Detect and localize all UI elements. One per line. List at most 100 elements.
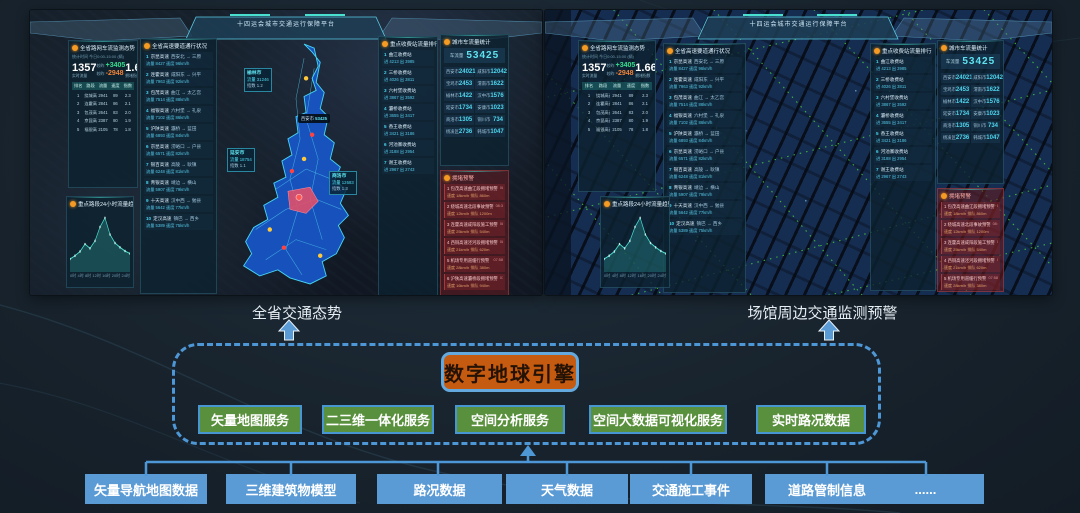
service-box-realtime-traffic: 实时路况数据 <box>756 405 866 434</box>
list-item: 2 三桥收费站 进 4026 出 3811 <box>874 75 932 91</box>
table-header-cell: 速度 <box>111 83 120 88</box>
list-item: 3 包茂高速 曲江 → 太乙宫 流量 7514 速度 88km/h <box>667 93 742 109</box>
table-header-cell: 指数 <box>123 83 133 88</box>
delta-down: -2948 <box>105 70 124 77</box>
alert-item: 1 包茂高速曲江段拥堵预警08:42 速度 18km/h 排队 860m <box>941 202 1000 218</box>
list-item: 8 青银高速 靖边 → 横山 流量 5907 速度 79km/h <box>667 183 742 199</box>
map-markers <box>267 76 323 258</box>
dashboard-title: 十四运会城市交通运行保障平台 <box>236 22 335 28</box>
flow-value: 1357 <box>582 62 607 74</box>
list-item: 1 京昆高速 西安北 → 三原 流量 8427 速度 96km/h <box>667 57 742 73</box>
city-cell: 商洛市 1305 <box>444 115 474 125</box>
city-cell: 宝鸡市 2453 <box>941 85 970 95</box>
panel-title: 重点路段24小时流量趋势 <box>612 202 670 208</box>
panel-icon <box>444 39 450 45</box>
list-item: 3 包茂高速 曲江 → 太乙宫 流量 7514 速度 88km/h <box>144 88 213 104</box>
total-flow-value: 53425 <box>466 50 500 61</box>
panel-toll-stations: 重点收费站流量排行 1 曲江收费站 进 4213 出 3985 2 三桥收费站 进 … <box>378 36 438 295</box>
station-list: 1 曲江收费站 进 4213 出 3985 2 三桥收费站 进 4026 出 381… <box>382 50 434 174</box>
list-item: 6 河池寨收费站 进 3188 出 2954 <box>874 147 932 163</box>
panel-toll-stations: 重点收费站流量排行 1 曲江收费站 进 4213 出 3985 2 三桥收费站 进 … <box>870 43 936 291</box>
list-item: 4 灞桥收费站 进 3655 出 3417 <box>874 111 932 127</box>
service-box-bigdata-viz: 空间大数据可视化服务 <box>589 405 727 434</box>
panel-icon <box>70 201 76 207</box>
stats-table-header: 排名 路段 流量 速度 指数 <box>582 82 652 90</box>
panel-flow-trend: 重点路段24小时流量趋势 0时 4时 8时 12时 16时 20时 24时 <box>600 196 670 288</box>
list-item: 2 三桥收费站 进 4026 出 3811 <box>382 68 434 84</box>
panel-title: 拥堵预警 <box>452 176 475 182</box>
alert-item: 5 机场专用道缓行预警 07:58 速度 28km/h 排队 380m <box>444 256 505 272</box>
dashboard-title: 十四运会城市交通运行保障平台 <box>749 22 848 28</box>
list-item: 7 谢王收费站 进 2967 出 2743 <box>382 158 434 174</box>
city-cell: 韩城市 1047 <box>475 127 505 137</box>
panel-title: 全省路网车流监测态势 <box>80 46 136 52</box>
city-cell: 延安市 1734 <box>444 103 474 113</box>
city-cell: 西安市 24021 <box>444 67 476 77</box>
service-box-spatial-analysis: 空间分析服务 <box>455 405 565 434</box>
list-item: 3 六村堡收费站 进 3867 出 3592 <box>382 86 434 102</box>
city-cell: 铜川市 734 <box>971 121 1000 131</box>
alert-list: 1 包茂高速曲江段拥堵预警08:42 速度 18km/h 排队 860m 2 绕… <box>444 184 505 290</box>
panel-title: 城市车流量统计 <box>949 46 988 52</box>
table-header-cell: 流量 <box>98 83 108 88</box>
panel-congestion-alerts: 拥堵预警 1 包茂高速曲江段拥堵预警08:42 速度 18km/h 排队 860… <box>937 188 1004 292</box>
city-cell: 渭南市 1622 <box>475 79 505 89</box>
arrow-up-icon <box>817 319 841 341</box>
panel-icon <box>582 45 588 51</box>
flow-value: 1357 <box>72 62 97 74</box>
city-cell: 西安市 24021 <box>941 73 973 83</box>
city-cell: 铜川市 734 <box>475 115 505 125</box>
city-cell: 汉中市 1576 <box>475 91 505 101</box>
engine-title: 数字地球引擎 <box>444 363 576 386</box>
city-cell: 咸阳市 12042 <box>475 67 507 77</box>
city-cell: 商洛市 1305 <box>941 121 970 131</box>
arrow-up-icon <box>520 445 536 456</box>
stats-subtitle: 统计时间 今日0:00-15:00 (辆) <box>72 54 125 59</box>
list-item: 9 十天高速 汉中西 → 勉县 流量 5642 速度 77km/h <box>144 196 213 212</box>
city-cell: 渭南市 1622 <box>971 85 1000 95</box>
datasource-box-nav-map: 矢量导航地图数据 <box>85 474 207 504</box>
city-cell: 咸阳市 12042 <box>971 73 1003 83</box>
list-item: 1 曲江收费站 进 4213 出 3985 <box>874 57 932 73</box>
list-item: 6 河池寨收费站 进 3188 出 2954 <box>382 140 434 156</box>
map-tooltip: 榆林市 流量 31246 指数 1.2 <box>244 68 272 92</box>
list-item: 2 连霍高速 咸阳东 → 兴平 流量 7963 速度 92km/h <box>667 75 742 91</box>
list-item: 4 灞桥收费站 进 3655 出 3417 <box>382 104 434 120</box>
panel-city-flow: 城市车流量统计 车流量 53425 西安市 24021 咸阳市 12042 宝鸡市 2… <box>937 40 1004 184</box>
alert-item: 4 西铜高速泾河段拥堵预警08:05 速度 21km/h 排队 620m <box>444 238 505 254</box>
list-item: 2 连霍高速 咸阳东 → 兴平 流量 7963 速度 92km/h <box>144 70 213 86</box>
alert-list: 1 包茂高速曲江段拥堵预警08:42 速度 18km/h 排队 860m 2 绕… <box>941 202 1000 291</box>
panel-title: 重点收费站流量排行 <box>882 49 932 55</box>
engine-title-box: 数字地球引擎 <box>441 352 579 392</box>
city-cell: 榆林市 1422 <box>444 91 474 101</box>
list-item: 10 定汉高速 镇巴 → 西乡 流量 5389 速度 75km/h <box>667 219 742 235</box>
city-cell: 延安市 1734 <box>941 109 970 119</box>
ranking-list: 1 京昆高速 西安北 → 三原 流量 8427 速度 96km/h 2 连霍高速 咸阳东… <box>667 57 742 235</box>
ranking-list: 1 京昆高速 西安北 → 三原 流量 8427 速度 96km/h 2 连霍高速 咸阳东… <box>144 52 213 230</box>
caption-province-traffic: 全省交通态势 <box>251 305 342 322</box>
city-cell: 安康市 1023 <box>971 109 1000 119</box>
list-item: 5 香王收费站 进 3421 出 3186 <box>382 122 434 138</box>
list-item: 4 福银高速 六村堡 → 礼泉 流量 7102 速度 86km/h <box>667 111 742 127</box>
panel-title: 全省路网车流监测态势 <box>590 46 646 52</box>
city-cell: 安康市 1023 <box>475 103 505 113</box>
panel-icon <box>874 48 880 54</box>
map-tooltip: 商洛市 流量 12683 指数 1.3 <box>329 171 357 195</box>
engine-boundary-box <box>172 343 881 445</box>
chart-x-axis: 0时 4时 8时 12时 16时 20时 24时 <box>604 273 666 278</box>
panel-title: 城市车流量统计 <box>452 40 491 46</box>
dashboard-province-traffic: 十四运会城市交通运行保障平台 <box>30 10 542 295</box>
list-item: 1 京昆高速 西安北 → 三原 流量 8427 速度 96km/h <box>144 52 213 68</box>
alert-item: 5 机场专用道缓行预警 07:58 速度 28km/h 排队 380m <box>941 274 1000 290</box>
panel-network-stats: 全省路网车流监测态势 统计时间 今日0:00-15:00 (辆) 1357 实时… <box>578 40 656 192</box>
list-item: 4 福银高速 六村堡 → 礼泉 流量 7102 速度 86km/h <box>144 106 213 122</box>
city-grid: 西安市 24021 咸阳市 12042 宝鸡市 2453 渭南市 1622 榆林市 142… <box>444 65 507 137</box>
city-cell: 杨凌区 2736 <box>444 127 474 137</box>
